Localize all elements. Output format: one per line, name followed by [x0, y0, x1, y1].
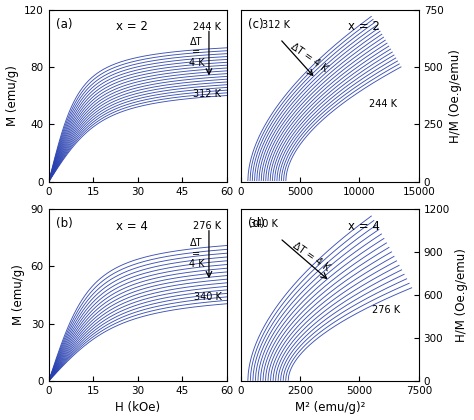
- Text: (c): (c): [248, 18, 264, 31]
- Text: 312 K: 312 K: [193, 89, 221, 99]
- Text: 276 K: 276 K: [193, 221, 221, 231]
- Text: 244 K: 244 K: [369, 99, 397, 109]
- Text: 276 K: 276 K: [373, 305, 401, 315]
- Y-axis label: M (emu/g): M (emu/g): [12, 265, 25, 326]
- X-axis label: H (kOe): H (kOe): [115, 402, 160, 415]
- Text: x = 4: x = 4: [347, 220, 380, 233]
- Text: ΔT
=
4 K: ΔT = 4 K: [189, 37, 204, 68]
- Text: x = 2: x = 2: [347, 20, 380, 33]
- Y-axis label: H/M (Oe.g/emu): H/M (Oe.g/emu): [449, 49, 462, 142]
- Text: ΔT = 4 K: ΔT = 4 K: [289, 42, 329, 74]
- Y-axis label: M (emu/g): M (emu/g): [6, 65, 18, 126]
- Text: x = 4: x = 4: [117, 220, 148, 233]
- Text: 312 K: 312 K: [262, 20, 290, 30]
- Text: ΔT = 4 K: ΔT = 4 K: [291, 241, 331, 273]
- Text: 340 K: 340 K: [250, 219, 277, 229]
- Text: 340 K: 340 K: [193, 291, 221, 302]
- Text: (a): (a): [56, 18, 73, 31]
- X-axis label: M² (emu/g)²: M² (emu/g)²: [294, 402, 365, 415]
- Text: ΔT
=
4 K: ΔT = 4 K: [189, 238, 204, 270]
- Text: (b): (b): [56, 218, 73, 231]
- Text: 244 K: 244 K: [193, 21, 221, 32]
- Y-axis label: H/M (Oe.g/emu): H/M (Oe.g/emu): [456, 248, 468, 342]
- Text: x = 2: x = 2: [117, 20, 148, 33]
- Text: (d): (d): [248, 218, 264, 231]
